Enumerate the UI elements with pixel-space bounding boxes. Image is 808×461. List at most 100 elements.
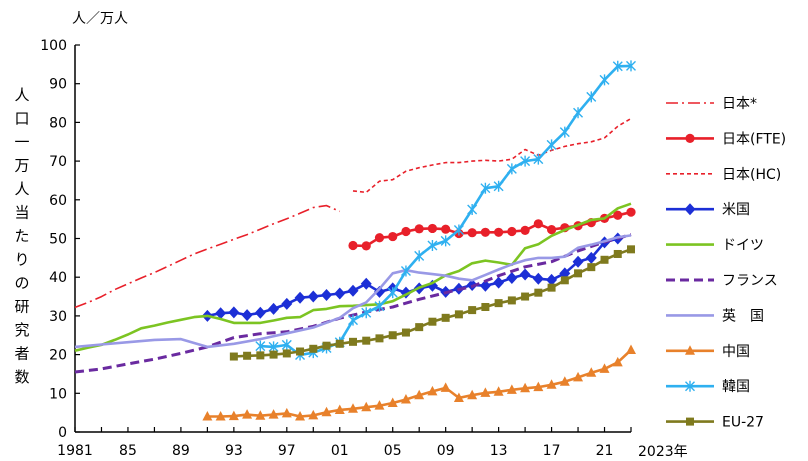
legend-item: 日本(FTE) <box>666 131 786 147</box>
series-line <box>74 202 632 352</box>
data-point <box>215 307 227 320</box>
data-point <box>375 334 384 343</box>
data-point <box>494 299 503 308</box>
data-point <box>334 287 346 300</box>
y-axis-label-char: 数 <box>14 368 29 386</box>
data-point <box>335 339 344 348</box>
data-point <box>387 397 398 407</box>
data-point <box>228 410 239 421</box>
data-point <box>268 341 279 353</box>
legend-item: 英 国 <box>666 307 764 324</box>
data-point <box>294 291 306 304</box>
y-axis-label-char: 当 <box>14 204 29 222</box>
y-tick-label: 40 <box>49 270 67 286</box>
data-point <box>519 268 531 281</box>
data-point <box>480 182 491 194</box>
series-line <box>352 117 632 194</box>
data-point <box>229 352 238 361</box>
data-point <box>626 207 636 217</box>
data-point <box>268 409 279 419</box>
data-point <box>586 91 597 103</box>
series-line <box>233 248 632 358</box>
legend-marker <box>684 203 696 216</box>
y-tick-label: 70 <box>49 154 67 170</box>
x-end-label: 2023年 <box>638 444 688 460</box>
data-point <box>401 328 410 337</box>
y-axis-label-char: た <box>14 227 29 245</box>
data-point <box>361 241 371 251</box>
data-point <box>228 306 240 319</box>
y-tick-label: 90 <box>49 77 67 93</box>
data-point <box>414 389 425 400</box>
series-group <box>201 232 624 322</box>
y-tick-label: 80 <box>49 115 67 131</box>
series-group <box>229 245 635 361</box>
series-line <box>352 210 632 248</box>
series-group <box>74 233 632 374</box>
x-tick-label: 1981 <box>57 443 93 459</box>
data-point <box>559 376 570 386</box>
legend-item: フランス <box>666 273 778 289</box>
x-ticks: 1981 85 89 93 97 01 05 09 13 17 21 <box>57 427 632 459</box>
legend-marker <box>685 380 695 392</box>
legend-label: フランス <box>722 273 778 289</box>
data-point <box>428 317 437 326</box>
x-tick-label: 85 <box>119 443 137 459</box>
y-ticks: 0 10 20 30 40 50 60 70 80 90 100 <box>40 38 80 441</box>
data-point <box>506 384 517 394</box>
legend-item: ドイツ <box>666 238 764 254</box>
data-point <box>560 276 569 285</box>
data-point <box>349 337 357 346</box>
data-point <box>427 385 438 396</box>
data-point <box>296 347 305 356</box>
y-axis-label-char: 者 <box>14 345 29 363</box>
data-point <box>532 272 544 285</box>
data-point <box>572 255 584 268</box>
data-point <box>441 313 450 322</box>
data-point <box>520 225 530 235</box>
legend-label: 日本(HC) <box>722 167 781 183</box>
data-point <box>468 306 477 315</box>
series-group <box>348 207 636 251</box>
y-tick-label: 0 <box>58 425 67 441</box>
data-point <box>613 249 622 258</box>
legend-item: 日本(HC) <box>666 167 781 183</box>
data-point <box>373 285 385 298</box>
data-point <box>627 245 635 254</box>
series-line <box>74 204 341 309</box>
x-tick-label: 13 <box>490 443 508 459</box>
data-point <box>362 336 371 345</box>
data-point <box>414 224 424 234</box>
data-point <box>533 381 544 392</box>
data-point <box>547 283 556 292</box>
data-point <box>599 74 610 86</box>
legend-marker <box>685 133 695 143</box>
data-point <box>453 392 464 402</box>
data-point <box>414 250 425 262</box>
data-point <box>321 406 332 417</box>
data-point <box>600 255 609 264</box>
data-point <box>520 382 531 393</box>
data-point <box>374 300 385 312</box>
data-point <box>309 344 318 353</box>
data-point <box>533 153 544 165</box>
data-point <box>295 411 306 421</box>
data-point <box>521 292 530 301</box>
data-point <box>494 227 504 237</box>
data-point <box>254 306 266 319</box>
series-line <box>74 233 632 374</box>
data-point <box>534 288 543 297</box>
y-axis-label-char: 万 <box>14 157 29 175</box>
data-point <box>348 403 358 413</box>
x-tick-label: 17 <box>543 443 561 459</box>
legend-item: 日本* <box>666 96 757 112</box>
y-tick-label: 30 <box>49 309 67 325</box>
data-point <box>387 287 398 299</box>
x-tick-label: 05 <box>384 443 402 459</box>
data-point <box>374 400 385 410</box>
data-point <box>440 382 451 392</box>
data-point <box>322 341 331 350</box>
data-point <box>546 139 557 151</box>
